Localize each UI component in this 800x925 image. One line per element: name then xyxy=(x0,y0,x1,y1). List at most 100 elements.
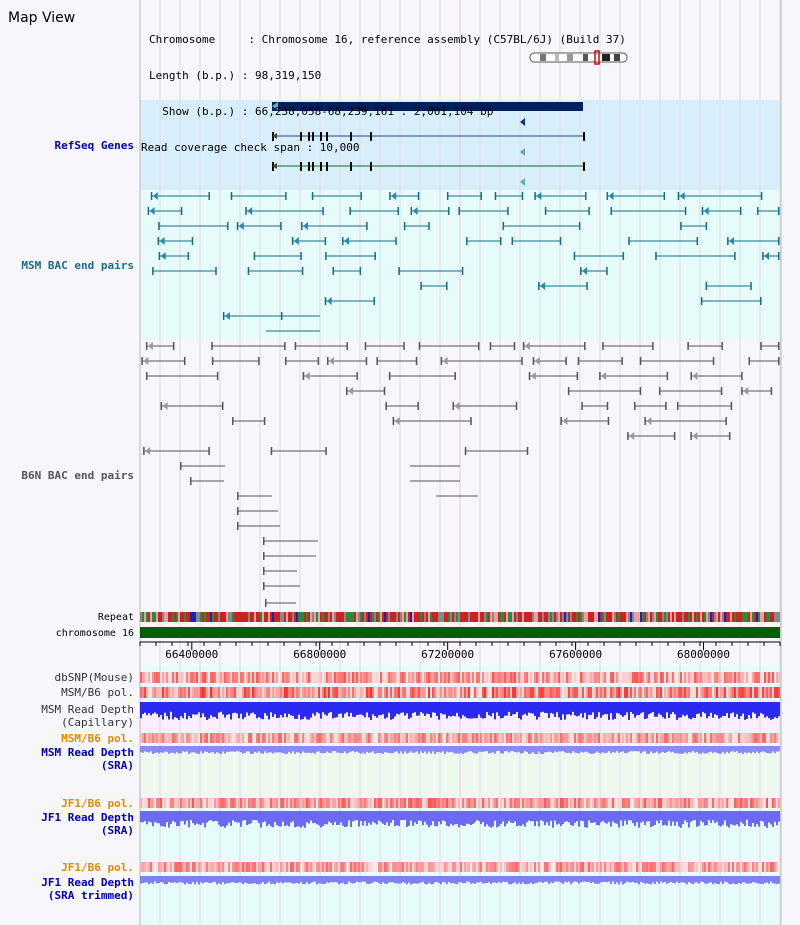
msm-depth-sra-bar xyxy=(380,746,382,754)
jf1-b6-pol-density xyxy=(678,798,680,808)
repeat-element xyxy=(510,612,512,622)
jf1-b6-pol-density xyxy=(500,798,502,808)
track-label-msm-depth-capillary[interactable]: MSM Read Depth (Capillary) xyxy=(41,703,134,729)
jf1-depth-trimmed-bar xyxy=(550,876,552,883)
jf1-depth-sra-bar xyxy=(326,811,328,825)
msm-b6-pol-density xyxy=(362,687,364,698)
msm-depth-sra-bar xyxy=(554,746,556,752)
msm-depth-capillary-bar xyxy=(552,702,554,714)
dbsnp-density xyxy=(182,672,184,683)
b6n-bac-pair-end xyxy=(237,522,239,530)
jf1-b6-pol2-density xyxy=(434,862,436,872)
msm-depth-sra-bar xyxy=(546,746,548,753)
b6n-bac-pair-marker xyxy=(394,417,400,425)
dbsnp-density xyxy=(716,672,718,683)
dbsnp-density xyxy=(306,672,308,683)
jf1-depth-sra-bar xyxy=(636,811,638,823)
track-label-msm-depth-sra[interactable]: MSM Read Depth (SRA) xyxy=(41,746,134,772)
jf1-depth-sra-bar xyxy=(518,811,520,826)
jf1-depth-sra-bar xyxy=(564,811,566,822)
jf1-b6-pol-density xyxy=(730,798,732,808)
track-label-msm-bac[interactable]: MSM BAC end pairs xyxy=(21,259,134,272)
msm-bac-pair-end xyxy=(227,222,229,230)
msm-b6-pol-density xyxy=(380,687,382,698)
repeat-element xyxy=(424,612,426,622)
jf1-depth-sra-bar xyxy=(678,811,680,827)
msm-depth-capillary-bar xyxy=(238,702,240,719)
repeat-element xyxy=(622,612,624,622)
msm-depth-sra-bar xyxy=(202,746,204,754)
dbsnp-density xyxy=(654,672,656,683)
msm-b6-pol-density xyxy=(448,687,450,698)
jf1-depth-sra-bar xyxy=(334,811,336,822)
msm-bac-pair-marker xyxy=(160,252,166,260)
msm-b6-pol2-density xyxy=(278,733,280,743)
track-label-b6n-bac[interactable]: B6N BAC end pairs xyxy=(21,469,134,482)
dbsnp-density xyxy=(606,672,608,683)
msm-b6-pol-density xyxy=(424,687,426,698)
track-label-refseq[interactable]: RefSeq Genes xyxy=(54,139,134,152)
jf1-b6-pol2-density xyxy=(166,862,168,872)
jf1-b6-pol-density xyxy=(702,798,704,808)
jf1-b6-pol2-density xyxy=(426,862,428,872)
track-label-msm-b6-pol-2[interactable]: MSM/B6 pol. xyxy=(61,732,134,745)
msm-b6-pol2-density xyxy=(216,733,218,743)
msm-b6-pol2-density xyxy=(442,733,444,743)
msm-depth-capillary-bar xyxy=(494,702,496,720)
jf1-depth-sra-bar xyxy=(686,811,688,823)
jf1-b6-pol2-density xyxy=(378,862,380,872)
msm-b6-pol-density xyxy=(172,687,174,698)
jf1-b6-pol2-density xyxy=(664,862,666,872)
msm-b6-pol2-density xyxy=(628,733,630,743)
repeat-element xyxy=(614,612,616,622)
repeat-element xyxy=(586,612,588,622)
msm-depth-sra-bar xyxy=(532,746,534,753)
jf1-depth-sra-bar xyxy=(612,811,614,822)
msm-depth-sra-bar xyxy=(328,746,330,753)
jf1-depth-trimmed-bar xyxy=(324,876,326,884)
track-label-jf1-depth-sra[interactable]: JF1 Read Depth (SRA) xyxy=(41,811,134,837)
b6n-bac-pair-end xyxy=(232,417,234,425)
msm-depth-capillary-bar xyxy=(146,702,148,716)
jf1-b6-pol-density xyxy=(620,798,622,808)
dbsnp-density xyxy=(676,672,678,683)
msm-b6-pol2-density xyxy=(616,733,618,743)
b6n-bac-pair-end xyxy=(270,447,273,455)
msm-depth-sra-bar xyxy=(674,746,676,754)
jf1-depth-trimmed-bar xyxy=(542,876,544,883)
track-label-msm-b6-pol[interactable]: MSM/B6 pol. xyxy=(61,686,134,699)
jf1-b6-pol-density xyxy=(654,798,656,808)
msm-b6-pol2-density xyxy=(370,733,372,743)
dbsnp-density xyxy=(660,672,662,683)
jf1-depth-sra-bar xyxy=(344,811,346,828)
jf1-b6-pol2-density xyxy=(444,862,446,872)
dbsnp-density xyxy=(152,672,154,683)
msm-b6-pol2-density xyxy=(752,733,754,743)
msm-depth-capillary-bar xyxy=(210,702,212,716)
msm-b6-pol-density xyxy=(410,687,412,698)
msm-depth-sra-bar xyxy=(194,746,196,753)
track-label-jf1-depth-trimmed[interactable]: JF1 Read Depth (SRA trimmed) xyxy=(41,876,134,902)
msm-depth-capillary-bar xyxy=(246,702,248,713)
track-label-jf1-b6-pol-2[interactable]: JF1/B6 pol. xyxy=(61,861,134,874)
msm-b6-pol-density xyxy=(660,687,662,698)
msm-depth-capillary-bar xyxy=(236,702,238,714)
msm-b6-pol2-density xyxy=(212,733,214,743)
jf1-b6-pol-density xyxy=(572,798,574,808)
track-label-jf1-b6-pol[interactable]: JF1/B6 pol. xyxy=(61,797,134,810)
msm-depth-capillary-bar xyxy=(578,702,580,716)
jf1-depth-trimmed-bar xyxy=(580,876,582,883)
jf1-b6-pol2-density xyxy=(556,862,558,872)
msm-depth-sra-bar xyxy=(244,746,246,753)
msm-depth-sra-bar xyxy=(272,746,274,754)
jf1-b6-pol-density xyxy=(556,798,558,808)
msm-depth-capillary-bar xyxy=(754,702,756,714)
repeat-element xyxy=(588,612,590,622)
jf1-depth-trimmed-bar xyxy=(548,876,550,885)
jf1-depth-trimmed-bar xyxy=(710,876,712,883)
jf1-depth-trimmed-bar xyxy=(722,876,724,885)
ideogram-band xyxy=(614,54,620,61)
track-label-dbsnp[interactable]: dbSNP(Mouse) xyxy=(54,671,134,684)
jf1-b6-pol-density xyxy=(450,798,452,808)
